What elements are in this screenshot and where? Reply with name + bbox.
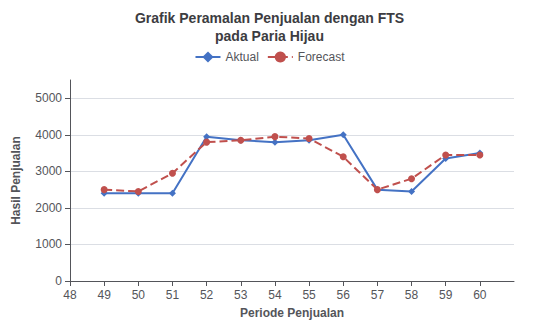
svg-text:56: 56	[337, 288, 351, 302]
svg-text:2000: 2000	[35, 201, 62, 215]
svg-text:4000: 4000	[35, 128, 62, 142]
svg-text:0: 0	[55, 274, 62, 288]
svg-text:Forecast: Forecast	[298, 50, 345, 64]
svg-text:1000: 1000	[35, 237, 62, 251]
svg-text:49: 49	[97, 288, 111, 302]
svg-text:pada Paria Hijau: pada Paria Hijau	[215, 28, 324, 44]
svg-text:Grafik Peramalan Penjualan den: Grafik Peramalan Penjualan dengan FTS	[135, 10, 404, 26]
svg-text:52: 52	[200, 288, 214, 302]
svg-text:57: 57	[371, 288, 385, 302]
svg-text:59: 59	[439, 288, 453, 302]
svg-text:58: 58	[405, 288, 419, 302]
svg-text:60: 60	[473, 288, 487, 302]
svg-text:3000: 3000	[35, 164, 62, 178]
svg-text:55: 55	[302, 288, 316, 302]
svg-text:50: 50	[132, 288, 146, 302]
svg-text:54: 54	[268, 288, 282, 302]
svg-text:53: 53	[234, 288, 248, 302]
svg-text:5000: 5000	[35, 91, 62, 105]
svg-text:48: 48	[63, 288, 77, 302]
svg-text:Hasil Penjualan: Hasil Penjualan	[9, 136, 23, 225]
svg-text:51: 51	[166, 288, 180, 302]
svg-text:Periode Penjualan: Periode Penjualan	[240, 306, 344, 320]
svg-text:Aktual: Aktual	[225, 50, 258, 64]
